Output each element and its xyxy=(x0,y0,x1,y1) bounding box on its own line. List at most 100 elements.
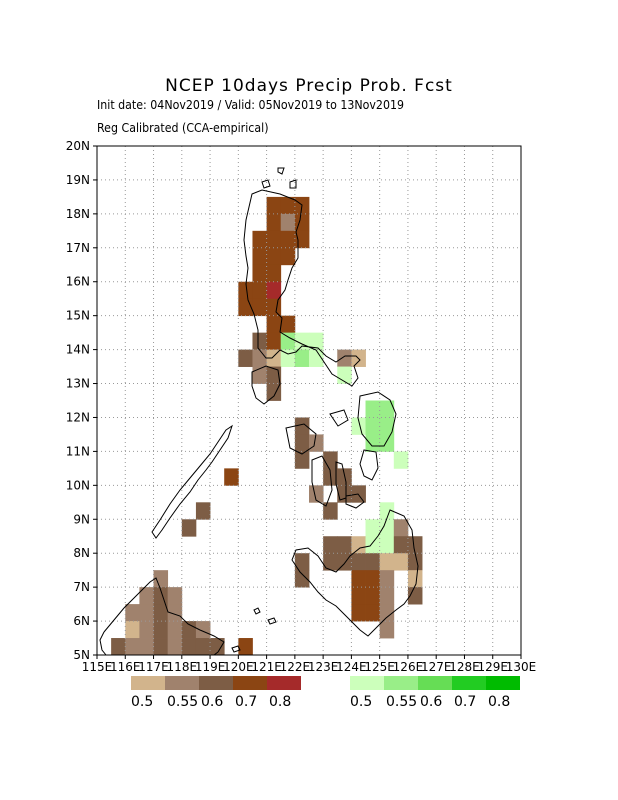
legend-swatch xyxy=(350,676,384,690)
legend-label: 0.6 xyxy=(420,694,443,710)
legend-label: 0.7 xyxy=(454,694,477,710)
probability-cell xyxy=(294,349,310,367)
probability-cell xyxy=(252,349,267,367)
probability-cell xyxy=(407,570,423,588)
samar-coastline xyxy=(357,391,397,447)
probability-cell xyxy=(181,519,197,537)
legend-label: 0.5 xyxy=(131,694,154,710)
lon-tick-label: 128E xyxy=(449,660,480,674)
probability-cell xyxy=(379,417,395,435)
probability-cell xyxy=(266,264,282,283)
probability-cell xyxy=(393,519,409,537)
probability-cell xyxy=(167,604,183,622)
probability-cell xyxy=(309,349,324,367)
probability-cell xyxy=(379,604,395,622)
coastline xyxy=(99,167,419,656)
probability-cell xyxy=(365,587,381,605)
probability-cell xyxy=(379,570,395,588)
probability-cell xyxy=(139,604,154,622)
legend-swatch xyxy=(233,676,267,690)
lon-tick-label: 121E xyxy=(251,660,282,674)
probability-cell xyxy=(365,400,381,418)
lat-tick-label: 9N xyxy=(73,512,90,526)
probability-cell xyxy=(125,621,140,639)
probability-cell xyxy=(280,230,296,249)
probability-cell xyxy=(266,332,282,350)
probability-cell xyxy=(266,213,282,232)
probability-cell xyxy=(351,604,366,622)
probability-cell xyxy=(181,638,197,656)
probability-cell xyxy=(407,536,423,554)
legend-swatch xyxy=(267,676,301,690)
lat-tick-label: 15N xyxy=(66,309,90,323)
lat-tick-label: 12N xyxy=(66,410,90,424)
lat-tick-label: 13N xyxy=(66,377,90,391)
legend-swatch xyxy=(131,676,165,690)
longitude-labels: 115E116E117E118E119E120E121E122E123E124E… xyxy=(82,655,536,674)
probability-cell xyxy=(365,519,381,537)
probability-cell xyxy=(266,383,282,401)
dry-legend-colorbar xyxy=(131,676,301,690)
probability-cell xyxy=(379,502,395,520)
probability-cell xyxy=(195,621,211,639)
bohol-coastline xyxy=(345,493,365,509)
probability-cell xyxy=(365,570,381,588)
negros-coastline xyxy=(311,455,333,507)
map-title: NCEP 10days Precip Prob. Fcst xyxy=(165,76,453,96)
probability-cell xyxy=(238,638,253,656)
probability-cell xyxy=(379,434,395,452)
probability-cell xyxy=(125,604,140,622)
lat-tick-label: 16N xyxy=(66,275,90,289)
probability-cell xyxy=(195,502,211,520)
probability-cell xyxy=(280,332,296,350)
probability-cell xyxy=(351,570,366,588)
lat-tick-label: 7N xyxy=(73,580,90,594)
lon-tick-label: 120E xyxy=(223,660,254,674)
probability-cells xyxy=(111,196,423,656)
probability-cell xyxy=(153,638,169,656)
legend-swatch xyxy=(486,676,520,690)
probability-cell xyxy=(379,400,395,418)
probability-cell xyxy=(153,570,169,588)
probability-cell xyxy=(266,196,282,215)
probability-cell xyxy=(309,332,324,350)
probability-cell xyxy=(379,519,395,537)
probability-cell xyxy=(309,434,324,452)
mindoro-coastline xyxy=(251,365,281,405)
map-frame xyxy=(96,145,522,656)
probability-cell xyxy=(294,230,310,249)
probability-cell xyxy=(252,230,267,249)
probability-cell xyxy=(351,485,366,503)
probability-cell xyxy=(111,638,126,656)
probability-cell xyxy=(365,417,381,435)
lat-tick-label: 10N xyxy=(66,478,90,492)
probability-cell xyxy=(167,587,183,605)
legend-label: 0.55 xyxy=(167,694,199,710)
legend-label: 0.8 xyxy=(269,694,292,710)
probability-cell xyxy=(407,553,423,571)
probability-cell xyxy=(365,553,381,571)
probability-cell xyxy=(323,451,338,469)
probability-cell xyxy=(393,553,409,571)
leyte-coastline xyxy=(359,449,379,481)
legend-label: 0.8 xyxy=(488,694,511,710)
probability-cell xyxy=(252,366,267,384)
probability-cell xyxy=(280,349,296,367)
probability-cell xyxy=(167,621,183,639)
probability-cell xyxy=(323,502,338,520)
probability-cell xyxy=(393,451,409,469)
probability-cell xyxy=(195,638,211,656)
legend-label: 0.5 xyxy=(350,694,373,710)
probability-cell xyxy=(252,281,267,300)
probability-cell xyxy=(351,417,366,435)
lat-tick-label: 14N xyxy=(66,343,90,357)
lon-tick-label: 118E xyxy=(167,660,198,674)
probability-cell xyxy=(337,536,352,554)
wet-legend-colorbar xyxy=(350,676,520,690)
probability-cell xyxy=(252,247,267,266)
lon-tick-label: 119E xyxy=(195,660,226,674)
probability-cell xyxy=(266,247,282,266)
legend-label: 0.6 xyxy=(201,694,224,710)
probability-cell xyxy=(365,536,381,554)
